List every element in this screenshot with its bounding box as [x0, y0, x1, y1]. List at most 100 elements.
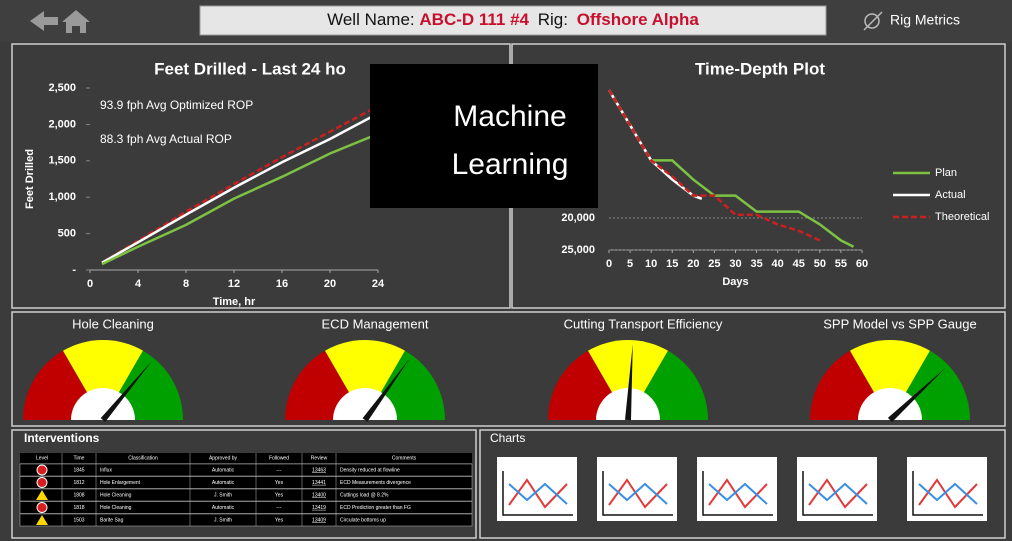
- well-name: ABC-D 111 #4: [419, 10, 529, 29]
- chart-thumbnail[interactable]: Mud Properties: [797, 457, 877, 521]
- series-line: [607, 89, 821, 242]
- table-cell: 13463: [312, 467, 326, 473]
- table-cell: Yes: [275, 480, 284, 486]
- thumbnail-bg: [697, 457, 777, 521]
- well-info: Well Name: ABC-D 111 #4 Rig: Offshore Al…: [327, 10, 699, 29]
- thumbnail-bg: [497, 457, 577, 521]
- table-header-bg: [20, 453, 472, 463]
- table-header: Approved by: [209, 455, 238, 461]
- table-cell: Yes: [275, 492, 284, 498]
- level-icon: [36, 490, 48, 500]
- thumbnail-label: Mud Properties: [807, 459, 861, 468]
- overlay-text: Learning: [452, 148, 569, 181]
- x-tick-label: 30: [729, 258, 741, 270]
- rig-metrics-label: Rig Metrics: [890, 12, 960, 28]
- x-tick-label: 15: [666, 258, 678, 270]
- rig-name: Offshore Alpha: [577, 10, 700, 29]
- content: Feet Drilled - Last 24 ho0 4 8 12 16 20 24-500…: [19, 59, 989, 527]
- table-header: Classification: [128, 455, 158, 461]
- table-cell: J. Smith: [214, 517, 232, 523]
- table-row: [19, 463, 473, 477]
- chart-thumbnail[interactable]: Tripping: [597, 457, 677, 521]
- thumbnail-blue: [808, 482, 868, 505]
- x-tick-label: 10: [645, 258, 657, 270]
- level-icon: [36, 477, 48, 488]
- thumbnail-bg: [907, 457, 987, 521]
- table-header: Comments: [392, 455, 417, 461]
- y-tick-label: 2,500: [48, 82, 76, 94]
- table-row: [19, 501, 473, 514]
- thumbnail-blue: [608, 482, 668, 505]
- thumbnail-bg: [597, 457, 677, 521]
- thumbnail-axis: [502, 471, 573, 516]
- overlay-box: [370, 64, 598, 208]
- table-cell: Automatic: [212, 505, 235, 511]
- series-line: [101, 112, 379, 264]
- x-tick-label: 20: [324, 278, 336, 290]
- series-line: [607, 89, 855, 248]
- gauge-title: ECD Management: [322, 316, 429, 331]
- gauge-center: [858, 388, 922, 420]
- gauge-yellow: [325, 339, 405, 420]
- table-row: [19, 513, 473, 527]
- x-tick-label: 0: [606, 258, 612, 270]
- well-label: Well Name:: [327, 10, 415, 29]
- x-tick-label: 45: [793, 258, 805, 270]
- table-cell: J. Smith: [214, 492, 232, 498]
- table-row: [19, 488, 473, 502]
- table-cell: Automatic: [212, 467, 235, 473]
- table-cell: Hole Cleaning: [100, 505, 132, 511]
- legend-label: Actual: [935, 189, 966, 201]
- thumbnail-blue: [708, 482, 768, 505]
- x-tick-label: 40: [772, 258, 784, 270]
- panel-title: Charts: [490, 431, 525, 445]
- gauge-yellow: [63, 339, 143, 420]
- table-cell: Automatic: [212, 480, 235, 486]
- level-icon: [36, 502, 48, 513]
- gauge-yellow: [850, 339, 930, 420]
- table-cell: Circulate bottoms up: [340, 517, 386, 523]
- table-cell: 13419: [312, 505, 326, 511]
- x-axis-label: Days: [722, 276, 748, 288]
- overlay: Machine Learning: [370, 64, 598, 208]
- level-icon: [36, 464, 48, 476]
- x-tick-label: 25: [708, 258, 720, 270]
- gauge-needle: [362, 358, 410, 422]
- back-button[interactable]: [30, 11, 58, 31]
- table-cell: ECD Measurements divergence: [340, 480, 411, 486]
- legend-label: Plan: [935, 167, 957, 179]
- rig-metrics-button[interactable]: Rig Metrics: [863, 11, 960, 31]
- y-tick-label: -: [72, 264, 76, 276]
- x-tick-label: 8: [183, 278, 189, 290]
- gauge-yellow: [588, 340, 668, 420]
- thumbnail-axis: [912, 471, 983, 516]
- table-cell: 1808: [73, 492, 84, 498]
- x-tick-label: 12: [228, 278, 240, 290]
- gauge-title: SPP Model vs SPP Gauge: [823, 316, 976, 331]
- gauge-needle: [887, 367, 946, 423]
- table-header: Level: [36, 455, 48, 461]
- table-cell: Yes: [275, 517, 284, 523]
- x-tick-label: 20: [687, 258, 699, 270]
- table-header: Time: [74, 455, 85, 461]
- table-cell: ---: [277, 505, 282, 511]
- panel-title: Interventions: [24, 431, 100, 445]
- x-tick-label: 55: [835, 258, 847, 270]
- thumbnail-label: DrillAhead: [917, 459, 954, 468]
- chart-thumbnail[interactable]: Cutting Load: [697, 457, 777, 521]
- chart-thumbnail[interactable]: ECD v PWD: [497, 457, 577, 521]
- annotation: 88.3 fph Avg Actual ROP: [100, 132, 232, 146]
- x-tick-label: 0: [87, 278, 93, 290]
- thumbnail-axis: [802, 471, 873, 516]
- y-axis-label: Feet Drilled: [24, 149, 36, 209]
- table-cell: 13441: [312, 480, 326, 486]
- thumbnail-blue: [918, 482, 978, 505]
- chart-thumbnail[interactable]: DrillAhead: [907, 457, 987, 521]
- overlay-text: Machine: [453, 100, 566, 133]
- table-cell: 1845: [73, 467, 84, 473]
- gauge-needle: [625, 344, 633, 421]
- home-button[interactable]: [62, 10, 90, 33]
- y-tick-label: 1,000: [48, 191, 76, 203]
- y-tick-label: 25,000: [561, 244, 595, 256]
